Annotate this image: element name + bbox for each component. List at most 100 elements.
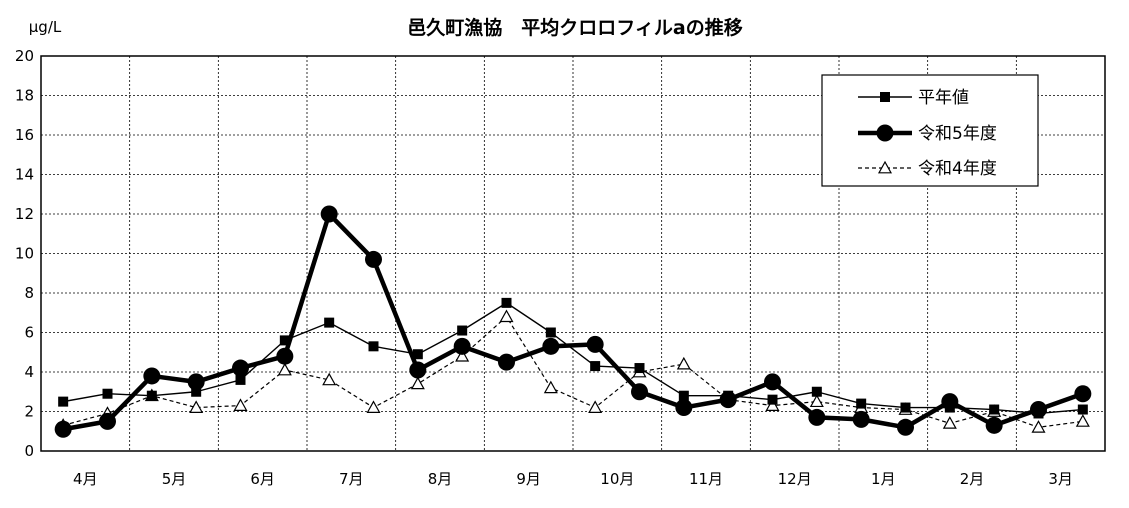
data-point (54, 420, 72, 438)
data-point (322, 372, 337, 386)
x-tick-label: 4月 (73, 470, 98, 488)
x-tick-label: 5月 (162, 470, 187, 488)
x-tick-label: 7月 (339, 470, 364, 488)
legend-label: 令和5年度 (918, 124, 997, 144)
y-tick-labels: 0 2 4 6 8 10 12 14 16 18 20 (15, 47, 34, 460)
data-point (276, 347, 294, 365)
y-tick-label: 20 (15, 47, 34, 65)
data-point (368, 341, 379, 352)
data-point (1074, 385, 1092, 403)
data-point (498, 353, 515, 371)
x-tick-label: 3月 (1048, 470, 1073, 488)
y-axis-unit: μg/L (29, 18, 62, 36)
data-point (410, 376, 425, 390)
data-point (233, 398, 248, 411)
y-tick-label: 0 (24, 442, 34, 460)
data-point (453, 337, 471, 355)
data-point (856, 398, 867, 409)
data-point (365, 250, 382, 268)
series-1 (54, 205, 1092, 438)
y-tick-label: 10 (15, 245, 34, 263)
data-point (809, 394, 824, 408)
data-point (1030, 401, 1047, 419)
data-point (811, 386, 822, 397)
grid-lines (41, 56, 1105, 451)
y-tick-label: 8 (24, 284, 34, 302)
data-point (989, 404, 1000, 415)
data-point (366, 400, 381, 413)
data-point (146, 390, 157, 401)
data-point (1075, 414, 1090, 427)
legend-marker (877, 160, 893, 174)
series-line (63, 302, 1083, 415)
x-tick-label: 10月 (600, 470, 634, 488)
data-point (767, 394, 778, 405)
data-point (277, 362, 292, 376)
data-point (675, 399, 693, 417)
x-tick-label: 12月 (778, 470, 812, 488)
data-point (1031, 420, 1046, 433)
legend-marker (876, 124, 894, 142)
data-point (545, 327, 556, 338)
data-point (409, 361, 427, 379)
y-tick-label: 6 (24, 324, 34, 342)
legend-marker (880, 92, 890, 102)
y-tick-label: 12 (15, 205, 34, 223)
data-point (279, 335, 290, 346)
data-point (143, 367, 161, 385)
y-tick-label: 4 (24, 363, 34, 381)
data-point (235, 374, 246, 385)
data-point (320, 205, 338, 223)
data-point (191, 386, 202, 397)
data-point (102, 388, 113, 399)
series-line (63, 316, 1083, 428)
x-tick-label: 9月 (516, 470, 541, 488)
data-point (590, 361, 601, 372)
data-point (58, 396, 69, 407)
data-point (189, 400, 204, 413)
data-point (676, 356, 691, 370)
data-point (634, 363, 645, 374)
data-point (187, 373, 205, 391)
data-point (631, 383, 648, 401)
chart-title: 邑久町漁協 平均クロロフィルaの推移 (407, 16, 742, 39)
data-point (1077, 404, 1088, 415)
data-point (985, 416, 1003, 434)
legend-label: 平年値 (918, 88, 969, 108)
data-point (586, 335, 604, 353)
data-point (499, 309, 514, 323)
y-tick-label: 14 (15, 166, 34, 184)
data-point (808, 408, 826, 426)
y-tick-label: 16 (15, 126, 34, 144)
data-point (412, 349, 423, 360)
data-point (765, 398, 780, 411)
data-point (455, 348, 470, 362)
x-tick-label: 1月 (871, 470, 896, 488)
y-tick-label: 2 (24, 403, 34, 421)
y-tick-label: 18 (15, 87, 34, 105)
data-point (232, 359, 249, 377)
data-point (678, 390, 689, 401)
data-point (543, 380, 558, 394)
data-point (900, 402, 911, 413)
x-tick-label: 8月 (428, 470, 453, 488)
plot-area (40, 55, 1106, 452)
data-point (719, 391, 737, 409)
data-point (941, 393, 959, 411)
data-point (542, 337, 560, 355)
data-point (324, 317, 335, 328)
data-point (588, 400, 603, 413)
series-layer (54, 205, 1092, 438)
x-tick-label: 2月 (960, 470, 985, 488)
data-point (99, 412, 116, 430)
x-tick-labels: 4月 5月 6月 7月 8月 9月 10月 11月 12月 1月 2月 3月 (73, 470, 1073, 488)
data-point (897, 418, 914, 436)
data-point (764, 373, 781, 391)
data-point (852, 410, 870, 428)
x-tick-label: 11月 (689, 470, 723, 488)
legend-label: 令和4年度 (918, 159, 997, 179)
data-point (942, 416, 957, 429)
data-point (501, 297, 512, 308)
